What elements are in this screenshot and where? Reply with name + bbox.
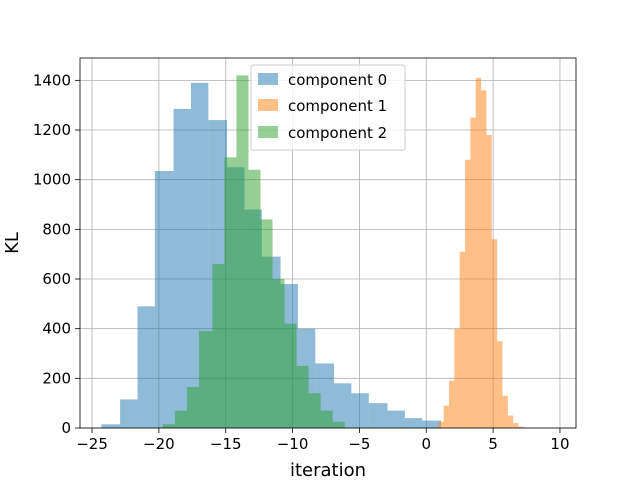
x-tick-label-7: 10 [550, 435, 569, 453]
y-axis-ticks: 0 200 400 600 800 1000 1200 1400 [33, 71, 80, 437]
y-tick-label-5: 1000 [33, 171, 71, 189]
bar-series-0-bin-17 [404, 418, 423, 428]
bar-series-1-bin-15 [518, 426, 524, 428]
bar-series-0-bin-3 [154, 170, 174, 428]
bar-series-2-bin-3 [198, 331, 213, 428]
bar-series-2-bin-8 [260, 219, 273, 428]
bar-series-0-bin-16 [387, 410, 405, 428]
bar-series-2-bin-11 [296, 365, 309, 428]
legend-label-component-0: component 0 [288, 71, 387, 89]
histogram-bars [101, 75, 524, 429]
bar-series-1-bin-3 [454, 328, 460, 428]
bar-series-1-bin-4 [459, 251, 466, 428]
legend-label-component-1: component 1 [288, 97, 387, 115]
series-2-bars [162, 75, 345, 428]
y-tick-label-2: 400 [42, 320, 71, 338]
bar-series-2-bin-7 [248, 169, 261, 428]
bar-series-1-bin-2 [448, 380, 455, 428]
y-tick-label-0: 0 [61, 419, 71, 437]
bar-series-1-bin-7 [475, 77, 482, 428]
bar-series-0-bin-13 [334, 383, 352, 428]
bar-series-2-bin-0 [162, 424, 175, 428]
legend-swatch-component-1 [258, 99, 278, 111]
bar-series-0-bin-4 [173, 108, 191, 429]
bar-series-1-bin-14 [513, 423, 519, 428]
bar-series-1-bin-8 [481, 90, 487, 429]
bar-series-1-bin-0 [438, 421, 444, 428]
x-axis-ticks: −25 −20 −15 −10 −5 0 5 10 [76, 428, 570, 453]
legend-box [250, 64, 406, 151]
y-axis-label: KL [2, 232, 23, 254]
bar-series-0-bin-0 [101, 424, 121, 428]
bar-series-2-bin-10 [284, 323, 297, 428]
bar-series-1-bin-11 [497, 341, 503, 428]
legend-swatch-component-2 [258, 126, 278, 138]
bar-series-0-bin-1 [120, 399, 138, 428]
bar-series-1-bin-1 [443, 405, 449, 428]
x-tick-label-0: −25 [76, 435, 108, 453]
x-tick-label-3: −10 [277, 435, 309, 453]
bar-series-1-bin-9 [486, 134, 492, 428]
legend: component 0 component 1 component 2 [250, 64, 406, 151]
bar-series-0-bin-2 [137, 306, 155, 428]
x-tick-label-4: −5 [348, 435, 370, 453]
x-axis-label: iteration [290, 460, 366, 480]
series-1-bars [438, 77, 524, 429]
bar-series-2-bin-14 [332, 421, 345, 428]
bar-series-1-bin-5 [465, 159, 471, 429]
bar-series-1-bin-6 [470, 117, 476, 428]
bar-series-0-bin-15 [368, 403, 388, 428]
x-tick-label-6: 5 [488, 435, 498, 453]
bar-series-2-bin-13 [320, 410, 333, 428]
bar-series-1-bin-13 [507, 415, 514, 428]
y-tick-label-6: 1200 [33, 121, 71, 139]
x-tick-label-2: −15 [210, 435, 242, 453]
bar-series-2-bin-5 [224, 157, 237, 428]
bar-series-2-bin-1 [174, 410, 187, 428]
plot-frame [79, 57, 577, 429]
x-tick-label-1: −20 [143, 435, 175, 453]
bar-series-0-bin-14 [351, 393, 369, 428]
bar-series-2-bin-2 [186, 387, 199, 428]
bar-series-2-bin-12 [308, 393, 321, 428]
legend-swatch-component-0 [258, 73, 278, 85]
bar-series-2-bin-9 [272, 279, 285, 428]
y-tick-label-4: 800 [42, 220, 71, 238]
bar-series-0-bin-18 [422, 420, 441, 428]
legend-label-component-2: component 2 [288, 124, 387, 142]
y-tick-label-7: 1400 [33, 71, 71, 89]
bar-series-2-bin-6 [236, 75, 249, 428]
x-tick-label-5: 0 [421, 435, 431, 453]
y-tick-label-3: 600 [42, 270, 71, 288]
bar-series-1-bin-10 [491, 239, 498, 428]
bar-series-2-bin-4 [212, 264, 225, 428]
bar-series-1-bin-12 [502, 395, 508, 428]
y-tick-label-1: 200 [42, 369, 71, 387]
